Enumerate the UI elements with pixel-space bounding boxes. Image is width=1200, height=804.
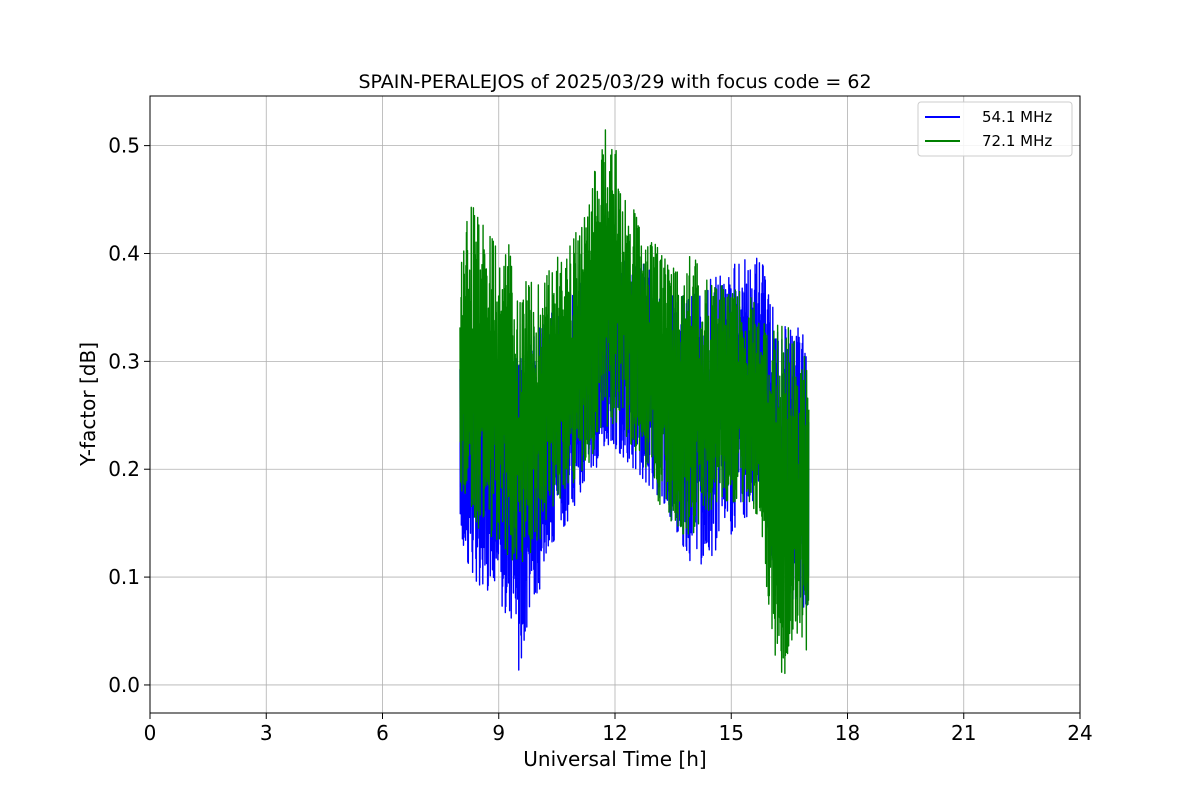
- legend-label-1: 54.1 MHz: [982, 108, 1052, 126]
- x-tick-label: 0: [144, 721, 157, 745]
- x-tick-label: 15: [719, 721, 744, 745]
- x-tick-label: 18: [835, 721, 860, 745]
- x-tick-label: 12: [602, 721, 627, 745]
- legend-label-2: 72.1 MHz: [982, 132, 1052, 150]
- y-axis-label: Y-factor [dB]: [76, 342, 100, 467]
- y-tick-label: 0.5: [108, 134, 140, 158]
- series-layer: [459, 129, 810, 675]
- x-tick-label: 21: [951, 721, 976, 745]
- x-tick-label: 3: [260, 721, 273, 745]
- series-line-2: [459, 129, 810, 675]
- legend-box: [917, 101, 1073, 157]
- y-tick-label: 0.2: [108, 457, 140, 481]
- x-tick-label: 24: [1067, 721, 1092, 745]
- x-tick-label: 6: [376, 721, 389, 745]
- legend: 54.1 MHz 72.1 MHz: [917, 101, 1073, 157]
- x-axis-label: Universal Time [h]: [523, 747, 706, 771]
- ticks: 0 3 6 9 12 15 18 21 24 0.0 0.1 0.2 0.3 0.4 0.5: [108, 134, 1093, 745]
- y-tick-label: 0.0: [108, 673, 140, 697]
- chart-title: SPAIN-PERALEJOS of 2025/03/29 with focus…: [358, 71, 871, 93]
- x-tick-label: 9: [492, 721, 505, 745]
- y-tick-label: 0.4: [108, 241, 140, 265]
- y-tick-label: 0.3: [108, 349, 140, 373]
- y-tick-label: 0.1: [108, 565, 140, 589]
